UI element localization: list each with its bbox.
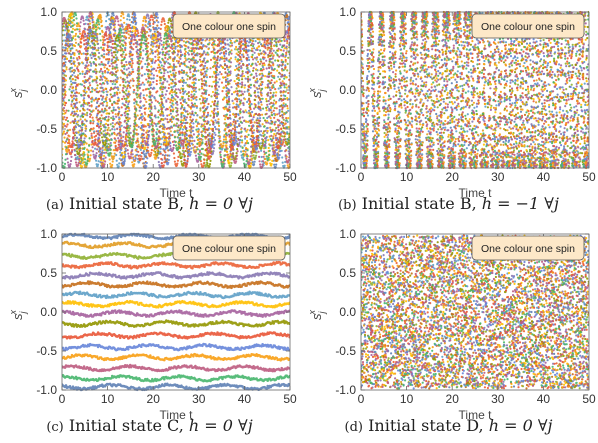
x-tick-label: 30 — [192, 170, 206, 184]
x-tick-label: 50 — [582, 170, 596, 184]
x-tick-label: 30 — [491, 170, 505, 184]
x-tick-label: 10 — [400, 170, 414, 184]
x-tick-label: 40 — [238, 170, 252, 184]
caption-math: h = 0 ∀j — [488, 416, 553, 435]
x-tick-label: 10 — [101, 170, 115, 184]
series-8 — [62, 299, 290, 309]
caption-b: (b) Initial state B, h = −1 ∀j — [299, 194, 598, 213]
legend-box — [471, 235, 585, 261]
y-tick-label: -0.5 — [335, 344, 356, 358]
y-tick-label: -1.0 — [36, 161, 57, 175]
panel-b: 0 10 20 30 40 50 -1.0 -0.5 0.0 0.5 1.0 Time t sjx One… — [299, 0, 598, 221]
x-tick-label: 30 — [491, 392, 505, 406]
legend-text: One colour one spin — [481, 243, 575, 255]
y-tick-label: -1.0 — [335, 383, 356, 397]
legend-text: One colour one spin — [182, 21, 276, 33]
panel-c: 0 10 20 30 40 50 -1.0 -0.5 0.0 0.5 1.0 Time t sjx One… — [0, 222, 299, 443]
x-tick-label: 20 — [446, 392, 460, 406]
y-tick-label: 0.5 — [40, 44, 57, 58]
y-tick-label: -0.5 — [36, 122, 57, 136]
y-tick-label: 1.0 — [40, 5, 57, 19]
caption-label: (c) — [46, 420, 64, 435]
y-tick-label: 1.0 — [339, 5, 356, 19]
caption-a: (a) Initial state B, h = 0 ∀j — [0, 194, 299, 213]
y-axis-label: sjx — [307, 310, 327, 321]
series-16 — [62, 382, 290, 392]
x-tick-label: 40 — [537, 392, 551, 406]
y-tick-label: -1.0 — [335, 161, 356, 175]
x-tick-label: 20 — [147, 392, 161, 406]
x-tick-label: 20 — [147, 170, 161, 184]
x-tick-label: 50 — [582, 392, 596, 406]
chart-d: 0 10 20 30 40 50 -1.0 -0.5 0.0 0.5 1.0 Time t sjx One… — [307, 227, 596, 422]
caption-text: Initial state B, — [69, 194, 190, 213]
caption-text: Initial state C, — [68, 416, 189, 435]
y-tick-label: 0.0 — [339, 305, 356, 319]
caption-math: h = 0 ∀j — [188, 416, 253, 435]
x-tick-label: 40 — [238, 392, 252, 406]
x-tick-label: 40 — [537, 170, 551, 184]
legend-box — [471, 13, 585, 39]
series-6 — [62, 280, 290, 290]
x-tick-label: 20 — [446, 170, 460, 184]
x-tick-label: 0 — [358, 170, 365, 184]
caption-math: h = 0 ∀j — [189, 194, 253, 213]
x-axis-label: Time t — [459, 186, 493, 200]
chart-a: 0 10 20 30 40 50 -1.0 -0.5 0.0 0.5 1.0 Time t sjx One… — [8, 5, 297, 200]
legend-text: One colour one spin — [481, 21, 575, 33]
x-tick-label: 0 — [358, 392, 365, 406]
x-tick-label: 50 — [283, 170, 297, 184]
series-9 — [62, 309, 290, 318]
series-12 — [62, 342, 290, 352]
y-tick-label: 0.5 — [40, 266, 57, 280]
panel-a: 0 10 20 30 40 50 -1.0 -0.5 0.0 0.5 1.0 Time t sjx One… — [0, 0, 299, 221]
x-tick-label: 30 — [192, 392, 206, 406]
y-tick-label: -0.5 — [36, 344, 57, 358]
caption-c: (c) Initial state C, h = 0 ∀j — [0, 416, 299, 435]
series-14 — [62, 363, 290, 373]
legend-text: One colour one spin — [182, 243, 276, 255]
x-axis-label: Time t — [160, 408, 194, 422]
caption-d: (d) Initial state D, h = 0 ∀j — [299, 416, 598, 435]
y-axis-label: sjx — [8, 88, 28, 99]
x-tick-label: 10 — [400, 392, 414, 406]
series-5 — [62, 271, 290, 280]
x-tick-label: 0 — [59, 170, 66, 184]
series-13 — [62, 352, 290, 362]
y-tick-label: 0.5 — [339, 266, 356, 280]
legend-box — [172, 235, 286, 261]
chart-b: 0 10 20 30 40 50 -1.0 -0.5 0.0 0.5 1.0 Time t sjx One… — [307, 5, 596, 200]
caption-label: (b) — [338, 198, 357, 213]
x-axis-label: Time t — [459, 408, 493, 422]
series-11 — [62, 331, 290, 340]
caption-text: Initial state D, — [368, 416, 489, 435]
y-tick-label: 0.0 — [40, 83, 57, 97]
x-tick-label: 0 — [59, 392, 66, 406]
series-7 — [62, 290, 290, 300]
legend-box — [172, 13, 286, 39]
caption-label: (a) — [46, 198, 64, 213]
caption-text: Initial state B, — [361, 194, 482, 213]
y-tick-label: 1.0 — [339, 227, 356, 241]
y-tick-label: -0.5 — [335, 122, 356, 136]
x-tick-label: 50 — [283, 392, 297, 406]
series-10 — [62, 319, 290, 328]
y-tick-label: 0.5 — [339, 44, 356, 58]
caption-math: h = −1 ∀j — [481, 194, 559, 213]
y-tick-label: 0.0 — [40, 305, 57, 319]
y-axis-label: sjx — [307, 88, 327, 99]
chart-c: 0 10 20 30 40 50 -1.0 -0.5 0.0 0.5 1.0 Time t sjx One… — [8, 227, 297, 422]
x-tick-label: 10 — [101, 392, 115, 406]
caption-label: (d) — [344, 420, 363, 435]
series-15 — [62, 374, 290, 383]
y-axis-label: sjx — [8, 310, 28, 321]
panel-d: 0 10 20 30 40 50 -1.0 -0.5 0.0 0.5 1.0 Time t sjx One… — [299, 222, 598, 443]
y-tick-label: -1.0 — [36, 383, 57, 397]
x-axis-label: Time t — [160, 186, 194, 200]
y-tick-label: 0.0 — [339, 83, 356, 97]
y-tick-label: 1.0 — [40, 227, 57, 241]
series-4 — [62, 260, 290, 270]
